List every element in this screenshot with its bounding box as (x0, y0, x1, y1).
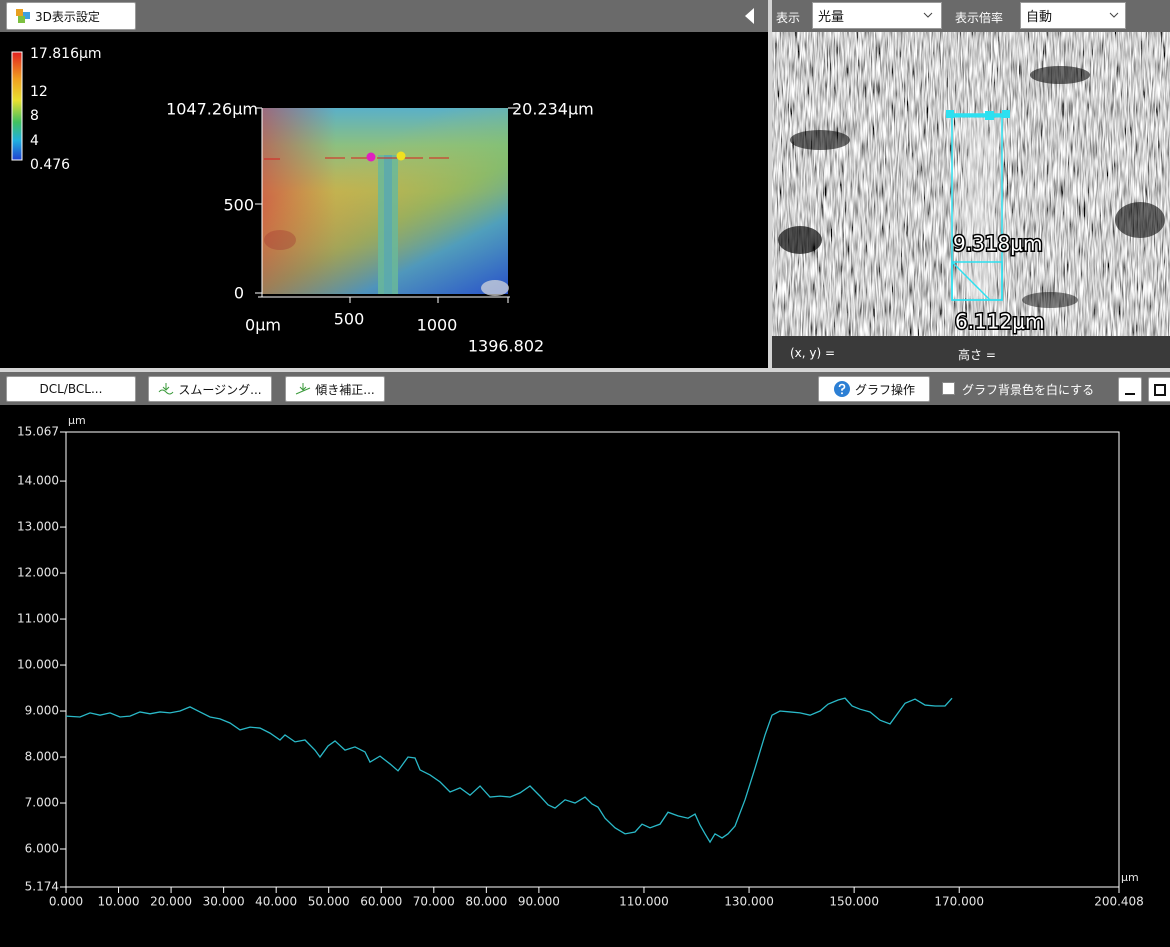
button-label: グラフ操作 (854, 382, 915, 397)
x-tick-label: 70.000 (413, 895, 455, 909)
map-x-zero: 0μm (245, 316, 281, 335)
icon (158, 383, 174, 395)
y-tick-label: 12.000 (17, 566, 59, 580)
map-x-tick: 500 (334, 310, 365, 329)
checkbox[interactable] (942, 382, 955, 395)
y-tick-label: 11.000 (17, 612, 59, 626)
optical-image: 9.318μm 6.112μm (772, 32, 1170, 336)
measurement-label: 9.318μm (953, 232, 1042, 256)
y-tick-label: 6.000 (25, 842, 59, 856)
help-icon (833, 381, 850, 397)
icon (296, 383, 311, 395)
button-3d-settings[interactable]: 3D表示設定 (6, 2, 136, 30)
scale-tick: 8 (30, 108, 39, 124)
icon (1125, 392, 1135, 395)
status-xy: (x, y) = (790, 346, 836, 360)
x-tick-label: 50.000 (308, 895, 350, 909)
scale-tick: 12 (30, 84, 48, 100)
button-graph-ops[interactable]: グラフ操作 (818, 376, 930, 402)
y-tick-label: 15.067 (17, 425, 59, 439)
button-smoothing[interactable]: スムージング... (148, 376, 272, 402)
display-select[interactable]: 光量 (812, 2, 942, 29)
y-tick-label: 10.000 (17, 658, 59, 672)
color-scale-bar (11, 51, 23, 161)
button-minimize[interactable] (1118, 377, 1142, 402)
x-tick-label: 90.000 (518, 895, 560, 909)
zoom-select[interactable]: 自動 (1020, 2, 1126, 29)
x-tick-label: 0.000 (49, 895, 83, 909)
button-maximize[interactable] (1148, 377, 1170, 402)
button-label: 3D表示設定 (35, 9, 100, 24)
button-label: 傾き補正... (315, 382, 375, 397)
map-y-zero: 0 (234, 284, 244, 303)
profile-line (65, 697, 953, 844)
display-label: 表示 (776, 11, 801, 25)
toolbar-3d: 3D表示設定 (0, 0, 768, 32)
map-y-top: 1047.26μm (166, 100, 258, 119)
map-x-max: 1396.802 (468, 337, 544, 356)
chevron (923, 12, 933, 18)
button-tilt[interactable]: 傾き補正... (285, 376, 385, 402)
y-tick-label: 8.000 (25, 750, 59, 764)
y-tick-label: 13.000 (17, 520, 59, 534)
map-x-tick: 1000 (417, 316, 458, 335)
y-tick-label: 14.000 (17, 474, 59, 488)
x-tick-label: 150.000 (829, 895, 879, 909)
select-value: 自動 (1026, 10, 1053, 25)
profile-chart: 5.174 6.000 7.000 8.000 9.000 10.000 11.000 12.… (17, 414, 1144, 909)
scale-min: 0.476 (30, 157, 70, 173)
y-tick-label: 5.174 (25, 880, 59, 894)
measurement-label: 6.112μm (955, 310, 1044, 334)
x-tick-label: 200.408 (1094, 895, 1144, 909)
scale-max: 17.816μm (30, 46, 102, 62)
scale-tick: 4 (30, 133, 39, 149)
map-y-mid: 500 (223, 196, 254, 215)
x-tick-label: 130.000 (724, 895, 774, 909)
x-tick-label: 20.000 (150, 895, 192, 909)
x-tick-label: 40.000 (255, 895, 297, 909)
button-label: スムージング... (178, 382, 262, 397)
status-bar: (x, y) = 高さ = (772, 336, 1170, 368)
select-value: 光量 (818, 10, 845, 25)
y-tick-label: 9.000 (25, 704, 59, 718)
x-tick-label: 60.000 (360, 895, 402, 909)
x-unit: μm (1121, 871, 1139, 884)
y-unit: μm (68, 414, 86, 427)
plot-frame (65, 431, 1120, 888)
x-tick-label: 80.000 (465, 895, 507, 909)
x-tick-label: 30.000 (203, 895, 245, 909)
height-map (255, 107, 518, 303)
icon (1154, 383, 1166, 396)
button-label: DCL/BCL... (39, 382, 103, 396)
map-z-max: 20.234μm (512, 100, 594, 119)
zoom-label: 表示倍率 (955, 11, 1004, 25)
checkbox-label: グラフ背景色を白にする (962, 383, 1095, 397)
x-tick-label: 170.000 (934, 895, 984, 909)
toolbar-image: 表示 光量 表示倍率 自動 (772, 0, 1170, 32)
x-tick-label: 10.000 (98, 895, 140, 909)
x-tick-label: 110.000 (619, 895, 669, 909)
y-tick-label: 7.000 (25, 796, 59, 810)
chevron (1109, 12, 1119, 18)
status-height: 高さ = (958, 348, 996, 362)
button-dcl[interactable]: DCL/BCL... (6, 376, 136, 402)
chart-area (0, 405, 1170, 947)
toolbar-profile: DCL/BCL... スムージング... 傾き補正... グラフ操作 グラフ背景… (0, 372, 1170, 405)
collapse-arrow[interactable] (742, 6, 758, 26)
icon (16, 9, 30, 23)
